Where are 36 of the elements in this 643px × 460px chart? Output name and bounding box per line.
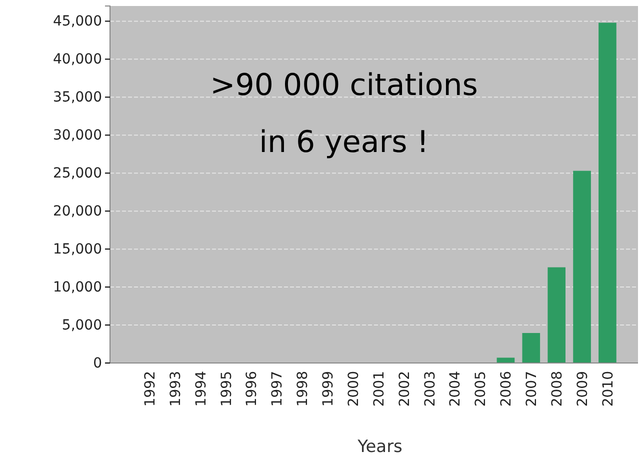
x-tick-label: 1992 xyxy=(142,371,158,407)
x-tick-label: 1993 xyxy=(168,371,184,407)
y-tick-label: 5,000 xyxy=(62,318,102,334)
x-axis-title: Years xyxy=(356,437,403,457)
y-tick-label: 40,000 xyxy=(53,52,102,68)
x-tick-label: 1997 xyxy=(270,371,286,407)
bar xyxy=(496,358,515,363)
x-tick-label: 2001 xyxy=(371,371,388,407)
annotation: >90 000 citations in 6 years ! xyxy=(210,68,478,160)
x-tick-label: 1995 xyxy=(218,371,235,407)
bar xyxy=(522,332,540,363)
y-tick-label: 35,000 xyxy=(53,90,102,106)
y-tick-label: 20,000 xyxy=(53,204,102,220)
x-tick-label: 2007 xyxy=(524,371,540,407)
y-tick-label: 0 xyxy=(93,355,102,372)
x-tick-label: 2008 xyxy=(549,371,566,407)
y-tick-label: 30,000 xyxy=(53,128,102,144)
x-tick-label: 2009 xyxy=(574,371,591,407)
x-tick-label: 2003 xyxy=(422,371,438,407)
x-tick-label: 1996 xyxy=(244,370,260,407)
x-tick-label: 1999 xyxy=(320,371,337,407)
bar xyxy=(598,22,616,363)
y-tick-label: 45,000 xyxy=(53,14,102,30)
x-tick-label: 2004 xyxy=(448,370,464,407)
x-tick-label: 1998 xyxy=(295,371,312,407)
x-tick-label: 2010 xyxy=(600,371,616,407)
bar xyxy=(573,170,591,363)
x-tick-label: 2005 xyxy=(473,371,490,407)
x-tick-label: 2000 xyxy=(346,371,362,407)
y-tick-label: 10,000 xyxy=(53,280,102,296)
x-tick-label: 1994 xyxy=(193,370,210,407)
bar xyxy=(548,267,566,363)
y-tick-label: 25,000 xyxy=(53,166,102,182)
x-tick-label: 2006 xyxy=(498,370,515,407)
x-tick-label: 2002 xyxy=(396,371,413,407)
y-tick-label: 15,000 xyxy=(53,242,102,258)
